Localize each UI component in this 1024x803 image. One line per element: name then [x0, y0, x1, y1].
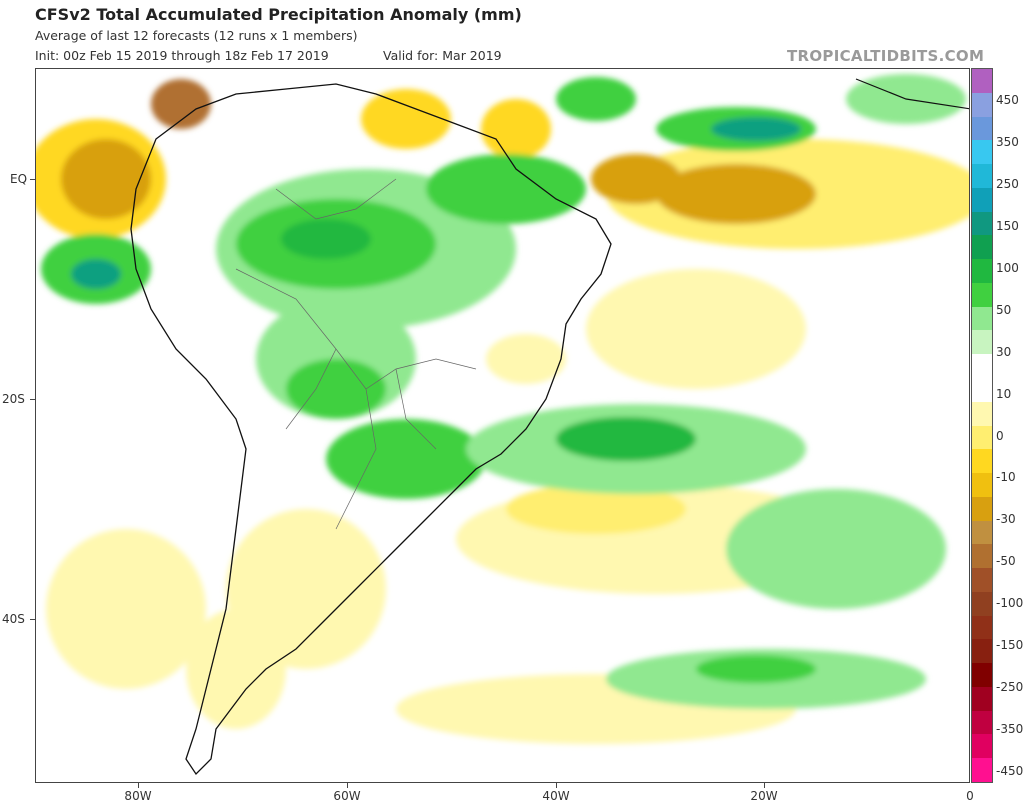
anomaly-field — [36, 74, 969, 744]
dry-region-gulf-guinea — [481, 99, 551, 159]
colorbar-swatch — [972, 259, 992, 284]
wet-region-atlantic-north-core — [711, 117, 801, 141]
colorbar-swatch — [972, 116, 992, 141]
lon-label-20w: 20W — [750, 789, 778, 803]
wet-region-bolivia-core — [286, 359, 386, 419]
colorbar-label: 10 — [996, 386, 1012, 401]
lon-tick-60w — [347, 783, 348, 788]
wet-region-sacz-core — [556, 417, 696, 461]
colorbar-label: 100 — [996, 260, 1019, 275]
dry-region-atlantic-eq-west — [591, 154, 681, 204]
colorbar-swatch — [972, 140, 992, 165]
colorbar — [971, 68, 993, 783]
dry-region-se-brazil — [486, 334, 566, 384]
wet-region-pacific-west-core — [71, 259, 121, 289]
dry-region-atlantic-eq-core — [656, 164, 816, 224]
colorbar-label: -450 — [996, 764, 1024, 779]
dry-region-patagonia — [186, 609, 286, 729]
colorbar-swatch — [972, 639, 992, 664]
colorbar-swatch — [972, 449, 992, 474]
colorbar-swatch — [972, 591, 992, 617]
colorbar-swatch — [972, 544, 992, 569]
lat-tick-40s — [30, 619, 35, 620]
lon-label-0: 0 — [966, 789, 974, 803]
colorbar-label: 250 — [996, 176, 1019, 191]
dry-region-venezuela — [361, 89, 451, 149]
anomaly-map — [35, 68, 970, 783]
map-title: CFSv2 Total Accumulated Precipitation An… — [35, 5, 522, 24]
brand-watermark: TROPICALTIDBITS.COM — [787, 47, 985, 65]
colorbar-swatch — [972, 401, 992, 426]
map-subtitle: Average of last 12 forecasts (12 runs x … — [35, 28, 358, 43]
colorbar-swatch — [972, 211, 992, 236]
colorbar-swatch — [972, 187, 992, 213]
colorbar-swatch — [972, 282, 992, 308]
dry-region-colombia — [151, 79, 211, 129]
lat-label-20s: 20S — [2, 392, 25, 406]
lat-label-40s: 40S — [2, 612, 25, 626]
colorbar-swatch — [972, 710, 992, 735]
colorbar-label: -10 — [996, 470, 1016, 485]
colorbar-swatch — [972, 473, 992, 498]
colorbar-label: 30 — [996, 344, 1012, 359]
lat-label-eq: EQ — [10, 172, 28, 186]
lon-label-60w: 60W — [333, 789, 361, 803]
colorbar-label: -50 — [996, 554, 1016, 569]
wet-region-paraguay — [326, 419, 486, 499]
init-time: Init: 00z Feb 15 2019 through 18z Feb 17… — [35, 48, 329, 63]
country-borders — [235, 178, 477, 530]
lat-tick-20s — [30, 399, 35, 400]
colorbar-swatch — [972, 496, 992, 522]
colorbar-swatch — [972, 425, 992, 450]
colorbar-swatch — [972, 686, 992, 712]
colorbar-swatch — [972, 520, 992, 545]
colorbar-swatch — [972, 377, 992, 403]
wet-region-south-atlantic — [726, 489, 946, 609]
colorbar-label: -30 — [996, 512, 1016, 527]
lon-tick-40w — [556, 783, 557, 788]
anomaly-map-svg — [36, 74, 969, 776]
colorbar-swatch — [972, 758, 992, 783]
lon-label-40w: 40W — [542, 789, 570, 803]
south-america-coastline — [130, 83, 612, 776]
wet-region-north-brazil — [426, 154, 586, 224]
lon-tick-80w — [138, 783, 139, 788]
lat-tick-eq — [30, 179, 35, 180]
colorbar-label: -350 — [996, 722, 1024, 737]
colorbar-label: 150 — [996, 218, 1019, 233]
wet-region-atlantic-ne — [556, 77, 636, 121]
colorbar-swatch — [972, 69, 992, 94]
colorbar-swatch — [972, 354, 992, 379]
wet-region-southern-band-core — [696, 655, 816, 683]
dry-region-ne-brazil-offshore — [586, 269, 806, 389]
colorbar-swatch — [972, 615, 992, 640]
dry-region-south-atlantic-core — [506, 484, 686, 534]
dry-region-pacific-south — [46, 529, 206, 689]
colorbar-swatch — [972, 568, 992, 593]
colorbar-label: 0 — [996, 428, 1004, 443]
wet-region-amazon-deep — [281, 219, 371, 259]
colorbar-label: 50 — [996, 302, 1012, 317]
lon-tick-20w — [764, 783, 765, 788]
colorbar-swatch — [972, 734, 992, 759]
colorbar-label: -150 — [996, 638, 1024, 653]
africa-coastline — [855, 78, 969, 110]
valid-time: Valid for: Mar 2019 — [383, 48, 502, 63]
colorbar-swatch — [972, 330, 992, 355]
colorbar-swatch — [972, 92, 992, 118]
colorbar-swatch — [972, 306, 992, 331]
colorbar-label: 450 — [996, 92, 1019, 107]
colorbar-label: -250 — [996, 680, 1024, 695]
colorbar-swatch — [972, 663, 992, 688]
colorbar-label: -100 — [996, 596, 1024, 611]
lon-label-80w: 80W — [124, 789, 152, 803]
dry-region-northwest-core — [61, 139, 151, 219]
colorbar-label: 350 — [996, 134, 1019, 149]
colorbar-swatch — [972, 235, 992, 260]
colorbar-swatch — [972, 164, 992, 189]
